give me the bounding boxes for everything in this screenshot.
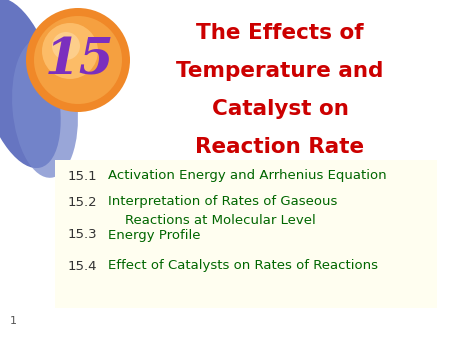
Circle shape: [52, 32, 80, 60]
Circle shape: [42, 23, 98, 79]
Text: Catalyst on: Catalyst on: [212, 99, 348, 119]
Text: Reactions at Molecular Level: Reactions at Molecular Level: [108, 214, 316, 226]
Text: 15.1: 15.1: [68, 169, 98, 183]
Ellipse shape: [12, 38, 78, 178]
Circle shape: [34, 16, 122, 104]
Ellipse shape: [0, 0, 61, 168]
Text: 15.2: 15.2: [68, 195, 98, 209]
Text: Activation Energy and Arrhenius Equation: Activation Energy and Arrhenius Equation: [108, 169, 387, 183]
Text: 15: 15: [45, 37, 115, 86]
Text: 1: 1: [10, 316, 17, 326]
Text: Reaction Rate: Reaction Rate: [195, 137, 364, 157]
FancyBboxPatch shape: [55, 160, 437, 308]
Text: Interpretation of Rates of Gaseous: Interpretation of Rates of Gaseous: [108, 195, 338, 209]
Circle shape: [26, 8, 130, 112]
Text: Effect of Catalysts on Rates of Reactions: Effect of Catalysts on Rates of Reaction…: [108, 260, 378, 272]
Text: Energy Profile: Energy Profile: [108, 228, 201, 241]
Text: 15.3: 15.3: [68, 228, 98, 241]
Text: Temperature and: Temperature and: [176, 61, 384, 81]
Text: 15.4: 15.4: [68, 260, 98, 272]
Text: The Effects of: The Effects of: [196, 23, 364, 43]
